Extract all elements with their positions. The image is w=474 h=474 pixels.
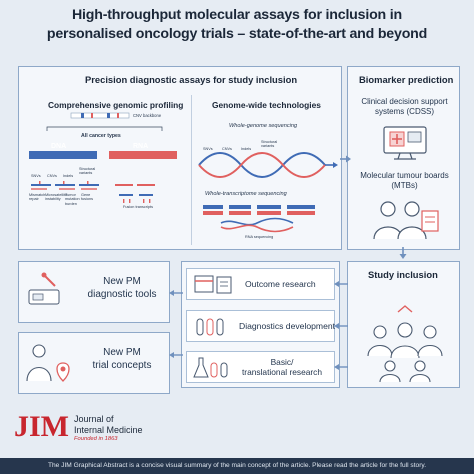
new-pm-tools-label: New PM diagnostic tools	[87, 276, 157, 300]
arrow-to-study-inclusion	[399, 247, 407, 259]
arrow-to-biomarker	[340, 155, 351, 163]
wts-label: Whole-transcriptome sequencing	[205, 191, 287, 197]
cgp-illustration	[29, 112, 177, 203]
wgs-helix	[198, 152, 326, 178]
jim-logo-text: JIM	[14, 410, 69, 443]
wts-bars	[203, 205, 315, 215]
diagnostics-development-item: Diagnostics development	[186, 310, 335, 342]
cgp-cnvs-label: CNVs	[47, 174, 57, 178]
dna-label: DNA	[51, 143, 67, 150]
cgp-indels-label: Indels	[63, 174, 74, 178]
study-team-icon	[367, 305, 443, 383]
patient-location-icon	[26, 344, 70, 382]
rna-label: RNA	[133, 143, 149, 150]
footer-note: The JIM Graphical Abstract is a concise …	[0, 458, 474, 474]
new-pm-trials-label: New PM trial concepts	[92, 347, 152, 371]
page-title: High-throughput molecular assays for inc…	[10, 6, 464, 44]
study-inclusion-panel: Study inclusion	[347, 261, 460, 388]
new-pm-trials-panel: New PM trial concepts	[18, 332, 170, 394]
rna-bar	[109, 151, 177, 159]
rna-sequencing-label: RNA sequencing	[245, 235, 274, 239]
outcome-research-item: Outcome research	[186, 268, 335, 300]
precision-diagnostics-panel: Precision diagnostic assays for study in…	[18, 66, 342, 250]
gwt-snvs-label: SNVs	[203, 147, 213, 151]
diagnostics-development-label: Diagnostics development	[239, 321, 336, 331]
mtb-label: Molecular tumour boards (MTBs)	[360, 171, 449, 190]
biomarker-prediction-panel: Biomarker prediction Clinical decision s…	[347, 66, 460, 250]
gwt-indels-label: Indels	[241, 147, 252, 151]
cgp-heading: Comprehensive genomic profiling	[48, 100, 184, 110]
gwt-heading: Genome-wide technologies	[212, 100, 321, 110]
diagnostic-device-icon	[28, 272, 60, 305]
gene-fusions-label: Gene fusions	[81, 193, 94, 202]
cnv-backbone-bar	[70, 112, 130, 119]
cgp-snvs-label: SNVs	[31, 174, 41, 178]
cdss-label: Clinical decision support systems (CDSS)	[361, 97, 448, 116]
msi-label: Microsatellite instability	[45, 193, 68, 202]
title-line-2: personalised oncology trials – state-of-…	[46, 26, 428, 42]
test-tubes-icon	[196, 318, 224, 336]
founded-text: Founded in 1863	[74, 436, 118, 442]
column-divider	[191, 95, 192, 245]
gwt-illustration	[198, 152, 338, 233]
biomarker-prediction-heading: Biomarker prediction	[359, 74, 454, 85]
gwt-cnvs-label: CNVs	[222, 147, 232, 151]
mismatch-repair-label: Mismatch repair	[29, 193, 46, 202]
new-pm-tools-panel: New PM diagnostic tools	[18, 261, 170, 323]
wgs-label: Whole-genome sequencing	[229, 123, 298, 129]
arrows-to-outputs	[169, 290, 183, 358]
calendar-icon	[194, 275, 232, 294]
title-line-1: High-throughput molecular assays for inc…	[72, 7, 402, 23]
precision-diagnostics-heading: Precision diagnostic assays for study in…	[85, 74, 298, 85]
flask-icon	[193, 357, 228, 378]
gwt-structural-variants-label: Structural variants	[261, 140, 278, 149]
cnv-backbone-label: CNV backbone	[133, 113, 162, 118]
journal-name: Journal of Internal Medicine	[74, 414, 143, 435]
tmb-label: Tumor mutation burden	[65, 193, 80, 206]
basic-research-label: Basic/ translational research	[241, 357, 323, 377]
fusion-transcripts-label: Fusion transcripts	[123, 205, 153, 209]
outcome-research-label: Outcome research	[245, 279, 316, 289]
dna-bar	[29, 151, 97, 159]
study-inclusion-heading: Study inclusion	[368, 269, 438, 280]
arrows-to-research	[334, 281, 348, 370]
all-cancer-types-label: All cancer types	[81, 133, 121, 139]
cgp-structural-variants-label: Structural variants	[79, 167, 96, 176]
computer-icon	[383, 126, 427, 160]
doctors-icon	[373, 201, 439, 240]
basic-research-item: Basic/ translational research	[186, 351, 335, 383]
